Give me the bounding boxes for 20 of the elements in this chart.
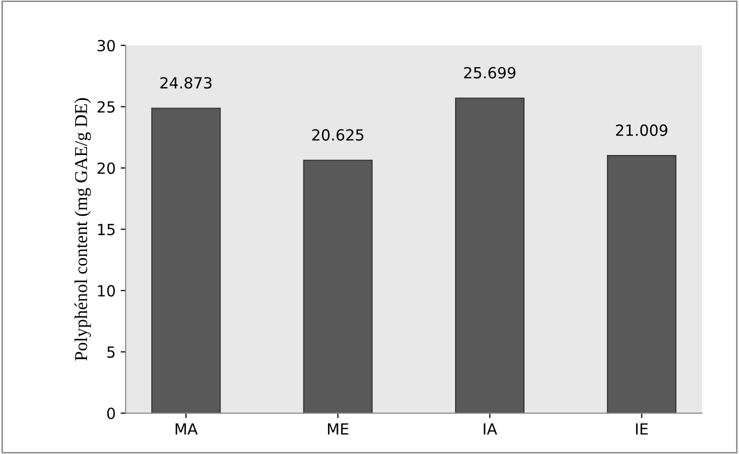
data-label: 20.625 bbox=[312, 129, 364, 141]
bar bbox=[455, 98, 525, 414]
data-label: 21.009 bbox=[616, 124, 668, 136]
x-tick-label: IA bbox=[484, 423, 498, 434]
data-label: 24.873 bbox=[160, 77, 212, 89]
x-tick-label: ME bbox=[328, 423, 348, 434]
bar bbox=[606, 155, 676, 414]
x-tick-label: MA bbox=[176, 423, 198, 434]
y-axis-title: Polyphénol content (mg GAE/g DE) bbox=[74, 98, 91, 361]
y-tick-label: 5 bbox=[107, 346, 115, 358]
bar bbox=[303, 160, 373, 414]
y-tick-label: 25 bbox=[98, 101, 115, 113]
x-tick-label: IE bbox=[636, 423, 648, 434]
y-tick-label: 15 bbox=[98, 224, 115, 236]
y-tick-label: 0 bbox=[107, 408, 115, 420]
data-label: 25.699 bbox=[464, 66, 516, 78]
y-tick-label: 30 bbox=[98, 40, 115, 52]
y-tick-label: 10 bbox=[98, 285, 115, 297]
y-tick-label: 20 bbox=[98, 162, 115, 174]
bar bbox=[151, 108, 221, 414]
